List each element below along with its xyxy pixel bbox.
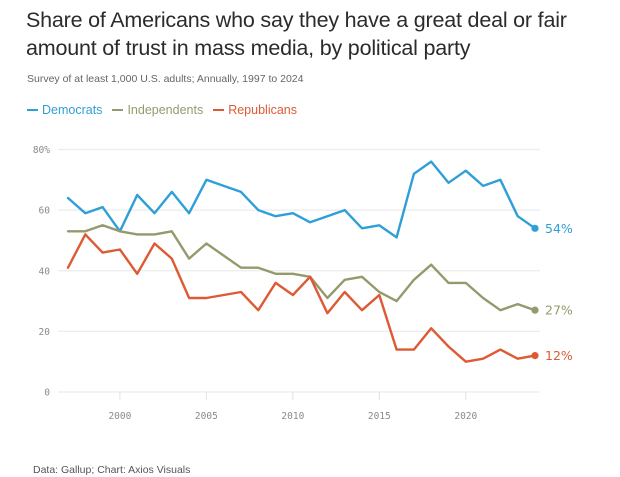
chart-subtitle: Survey of at least 1,000 U.S. adults; An… [27, 73, 304, 85]
end-label-democrats: 54% [545, 221, 573, 236]
y-tick-label: 20 [39, 327, 51, 338]
x-tick-label: 2005 [195, 411, 218, 422]
legend-item-republicans: Republicans [213, 103, 297, 117]
x-tick-label: 2015 [368, 411, 391, 422]
legend-swatch-republicans [213, 109, 225, 111]
chart-title: Share of Americans who say they have a g… [26, 8, 567, 60]
y-tick-label: 0 [44, 388, 50, 399]
source-note: Data: Gallup; Chart: Axios Visuals [33, 464, 191, 476]
y-tick-label: 80% [33, 145, 50, 156]
legend-label-republicans: Republicans [228, 103, 297, 117]
series-line-republicans [66, 233, 537, 363]
x-axis: 2000 2005 2010 2015 2020 [108, 392, 478, 422]
series-line-independents [66, 224, 537, 312]
y-tick-label: 40 [39, 266, 51, 277]
gridlines [58, 148, 540, 393]
x-tick-label: 2010 [281, 411, 304, 422]
end-marker-republicans [531, 352, 539, 360]
legend-item-independents: Independents [112, 103, 203, 117]
end-markers: 54% 27% 12% [531, 221, 573, 363]
series-line-democrats [66, 160, 537, 239]
end-marker-democrats [531, 224, 539, 232]
legend-item-democrats: Democrats [27, 103, 102, 117]
end-label-republicans: 12% [545, 348, 573, 363]
legend-swatch-independents [112, 109, 124, 111]
legend: Democrats Independents Republicans [27, 103, 297, 117]
x-tick-label: 2000 [108, 411, 131, 422]
end-label-independents: 27% [545, 303, 573, 318]
legend-label-independents: Independents [127, 103, 204, 117]
x-tick-label: 2020 [454, 411, 477, 422]
series-lines [66, 160, 537, 363]
y-tick-label: 60 [39, 206, 51, 217]
legend-label-democrats: Democrats [42, 103, 103, 117]
end-marker-independents [531, 306, 539, 314]
y-axis: 0 20 40 60 80% [33, 145, 50, 399]
legend-swatch-democrats [27, 109, 38, 111]
